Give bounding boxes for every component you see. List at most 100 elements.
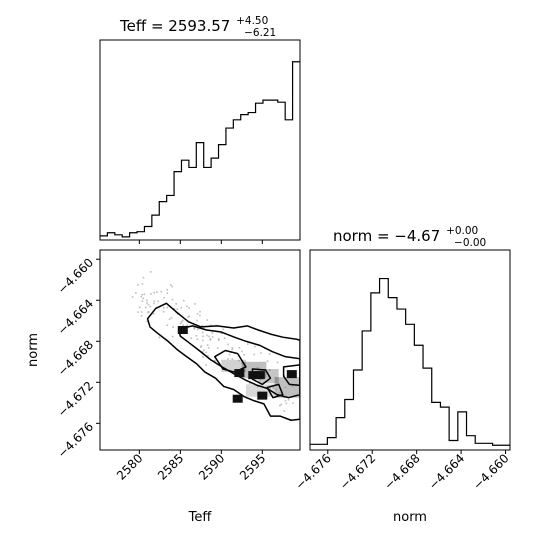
scatter-point	[214, 359, 216, 362]
scatter-point	[182, 319, 184, 322]
scatter-point	[222, 328, 225, 331]
scatter-point	[238, 359, 240, 362]
scatter-point	[279, 404, 281, 407]
scatter-point	[190, 337, 193, 339]
teff-hist-step-line	[100, 61, 300, 238]
scatter-point	[153, 302, 155, 305]
scatter-point	[287, 399, 290, 401]
scatter-point	[217, 347, 219, 349]
scatter-point	[188, 315, 191, 318]
scatter-point	[149, 271, 152, 273]
scatter-point	[213, 360, 215, 362]
scatter-point	[172, 326, 174, 328]
scatter-point	[268, 353, 271, 355]
scatter-point	[205, 351, 208, 354]
scatter-point	[146, 299, 148, 302]
scatter-point	[188, 307, 191, 309]
scatter-point	[142, 297, 145, 300]
scatter-point	[170, 317, 173, 319]
scatter-point	[131, 296, 134, 298]
scatter-point	[168, 318, 171, 321]
teff-title: Teff = 2593.57 +4.50 −6.21	[119, 10, 276, 39]
scatter-point	[179, 322, 182, 325]
scatter-point	[206, 319, 208, 321]
contour-1	[177, 325, 300, 399]
dense-blobs	[177, 326, 297, 403]
scatter-point	[157, 300, 159, 303]
scatter-point	[201, 351, 204, 353]
scatter-point	[171, 285, 174, 288]
joint-y-axis-label: norm	[26, 333, 41, 367]
joint-axes-frame	[99, 249, 301, 451]
scatter-point	[278, 392, 281, 395]
scatter-point	[253, 353, 255, 356]
scatter-point	[166, 306, 169, 309]
teff-title-upper-err: +4.50	[236, 15, 268, 27]
scatter-point	[141, 293, 143, 296]
scatter-point	[149, 305, 152, 308]
scatter-point	[257, 367, 260, 370]
scatter-point	[143, 293, 146, 296]
scatter-point	[202, 327, 205, 330]
norm-title-lower-err: −0.00	[454, 237, 486, 249]
scatter-point	[249, 382, 251, 385]
scatter-point	[231, 347, 234, 349]
scatter-point	[247, 343, 249, 345]
scatter-point	[137, 284, 139, 286]
norm-hist-axes-frame	[309, 249, 511, 451]
scatter-point	[176, 313, 179, 315]
scatter-point	[260, 352, 262, 354]
scatter-point	[272, 387, 275, 389]
scatter-point	[196, 319, 198, 322]
scatter-point	[228, 353, 231, 356]
scatter-point	[275, 388, 277, 391]
scatter-point	[141, 300, 144, 303]
scatter-point	[146, 320, 149, 323]
scatter-point	[243, 354, 245, 356]
scatter-point	[231, 348, 233, 351]
scatter-point	[180, 306, 183, 309]
scatter-point	[223, 337, 226, 340]
scatter-point	[166, 292, 169, 295]
scatter-point	[144, 306, 147, 309]
scatter-point	[186, 324, 189, 327]
scatter-point	[163, 296, 165, 299]
scatter-point	[196, 328, 199, 331]
scatter-point	[211, 332, 214, 334]
scatter-point	[274, 376, 277, 379]
scatter-point	[181, 320, 183, 323]
scatter-point	[201, 324, 203, 327]
teff-hist-axes-frame	[99, 39, 301, 241]
scatter-point	[162, 310, 165, 313]
scatter-point	[205, 364, 207, 366]
dense-blob-3	[232, 394, 243, 403]
teff-hist-group	[100, 61, 300, 238]
scatter-point	[217, 339, 220, 341]
dense-blob-1	[234, 369, 245, 378]
scatter-point	[253, 378, 255, 380]
scatter-point	[153, 291, 156, 294]
scatter-point	[138, 306, 141, 309]
scatter-point	[196, 313, 199, 315]
scatter-point	[218, 338, 220, 340]
contour-2	[214, 349, 247, 373]
scatter-point	[272, 386, 275, 388]
scatter-point	[199, 346, 202, 348]
scatter-point	[171, 335, 174, 338]
scatter-point	[241, 350, 243, 353]
scatter-point	[203, 349, 205, 352]
scatter-point	[202, 356, 204, 358]
scatter-point	[158, 336, 161, 339]
scatter-point	[202, 339, 204, 342]
norm-hist-group	[310, 277, 510, 446]
scatter-point	[227, 343, 229, 346]
scatter-point	[264, 374, 267, 376]
scatter-point	[201, 331, 204, 334]
scatter-point	[256, 367, 259, 369]
scatter-point	[206, 344, 209, 346]
scatter-point	[276, 361, 279, 364]
scatter-point	[199, 310, 201, 313]
scatter-point	[147, 303, 150, 306]
scatter-point	[283, 396, 285, 399]
scatter-point	[135, 292, 137, 294]
